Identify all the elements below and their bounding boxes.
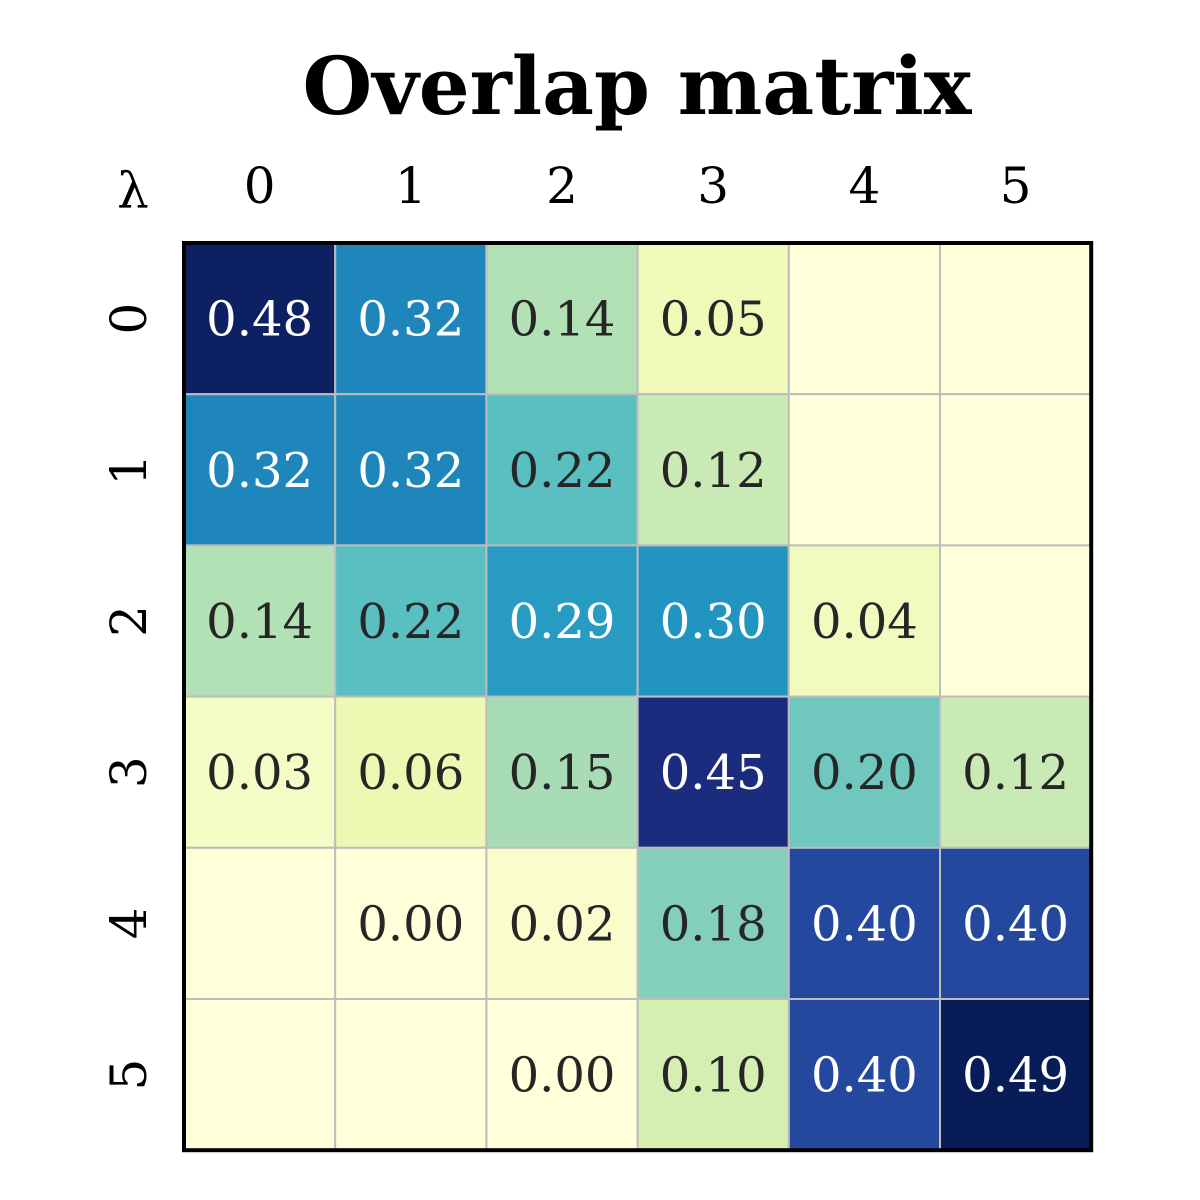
heatmap-cell-labels: 0.48 0.32 0.14 0.05 0.32 0.32 0.22 0.12 0.14 0.22… [206,292,1069,1104]
heatmap-cell-r3-c3 [636,695,790,849]
heatmap-cell-r3-c5 [939,695,1093,849]
x-tick-label-4: 4 [848,157,880,215]
cell-value-label-r2-c2: 0.29 [509,594,616,650]
heatmap-cell-r0-c4 [787,242,941,396]
x-tick-label-2: 2 [546,157,578,215]
heatmap-cell-r0-c2 [485,242,639,396]
heatmap-cell-r0-c5 [939,242,1093,396]
heatmap-cell-r0-c0 [183,242,337,396]
y-tick-label-1: 1 [100,454,158,486]
heatmap-cell-r1-c2 [485,393,639,547]
heatmap-cell-r5-c1 [334,998,488,1152]
x-tick-label-0: 0 [244,157,276,215]
cell-value-label-r1-c1: 0.32 [357,443,464,499]
heatmap-cell-r4-c2 [485,846,639,1000]
heatmap-cell-r2-c4 [787,544,941,698]
cell-value-label-r3-c2: 0.15 [509,745,616,801]
heatmap-cell-r4-c1 [334,846,488,1000]
cell-value-label-r4-c2: 0.02 [509,896,616,952]
y-tick-label-3: 3 [100,756,158,788]
heatmap-cell-r3-c0 [183,695,337,849]
heatmap-cell-r5-c2 [485,998,639,1152]
cell-value-label-r4-c4: 0.40 [811,896,918,952]
corner-axis-label: λ [117,162,149,220]
heatmap-frame [182,241,1094,1153]
heatmap-cell-r4-c5 [939,846,1093,1000]
cell-value-label-r1-c2: 0.22 [509,443,616,499]
cell-value-label-r3-c4: 0.20 [811,745,918,801]
x-tick-labels: 0 1 2 3 4 5 [244,157,1032,215]
y-tick-label-0: 0 [100,303,158,335]
cell-value-label-r0-c1: 0.32 [357,292,464,348]
heatmap-cell-r1-c3 [636,393,790,547]
heatmap-cell-r4-c3 [636,846,790,1000]
heatmap-cell-r3-c1 [334,695,488,849]
heatmap-cell-r4-c0 [183,846,337,1000]
y-tick-label-2: 2 [100,605,158,637]
heatmap-cell-r2-c1 [334,544,488,698]
x-tick-label-5: 5 [1000,157,1032,215]
heatmap-cell-r3-c2 [485,695,639,849]
cell-value-label-r5-c4: 0.40 [811,1048,918,1104]
cell-value-label-r4-c5: 0.40 [962,896,1069,952]
cell-value-label-r2-c1: 0.22 [357,594,464,650]
cell-value-label-r3-c3: 0.45 [660,745,767,801]
heatmap-cell-r3-c4 [787,695,941,849]
heatmap-cell-r1-c4 [787,393,941,547]
x-tick-label-3: 3 [697,157,729,215]
cell-value-label-r5-c3: 0.10 [660,1048,767,1104]
cell-value-label-r2-c3: 0.30 [660,594,767,650]
heatmap-cell-r2-c3 [636,544,790,698]
cell-value-label-r3-c0: 0.03 [206,745,313,801]
y-tick-labels: 0 1 2 3 4 5 [100,303,158,1091]
cell-value-label-r0-c0: 0.48 [206,292,313,348]
cell-value-label-r0-c2: 0.14 [509,292,616,348]
y-tick-label-4: 4 [100,907,158,939]
cell-value-label-r4-c3: 0.18 [660,896,767,952]
heatmap-cell-r4-c4 [787,846,941,1000]
chart-title: Overlap matrix [303,39,973,133]
heatmap-cell-r5-c0 [183,998,337,1152]
cell-value-label-r1-c0: 0.32 [206,443,313,499]
heatmap-cell-r2-c5 [939,544,1093,698]
cell-value-label-r3-c1: 0.06 [357,745,464,801]
y-tick-label-5: 5 [100,1059,158,1091]
cell-value-label-r4-c1: 0.00 [357,896,464,952]
cell-value-label-r5-c2: 0.00 [509,1048,616,1104]
heatmap-cell-r1-c5 [939,393,1093,547]
cell-value-label-r2-c0: 0.14 [206,594,313,650]
cell-value-label-r2-c4: 0.04 [811,594,918,650]
heatmap-cells [183,242,1093,1152]
cell-value-label-r5-c5: 0.49 [962,1048,1069,1104]
heatmap-cell-r5-c3 [636,998,790,1152]
cell-value-label-r0-c3: 0.05 [660,292,767,348]
x-tick-label-1: 1 [395,157,427,215]
cell-value-label-r3-c5: 0.12 [962,745,1069,801]
cell-value-label-r1-c3: 0.12 [660,443,767,499]
